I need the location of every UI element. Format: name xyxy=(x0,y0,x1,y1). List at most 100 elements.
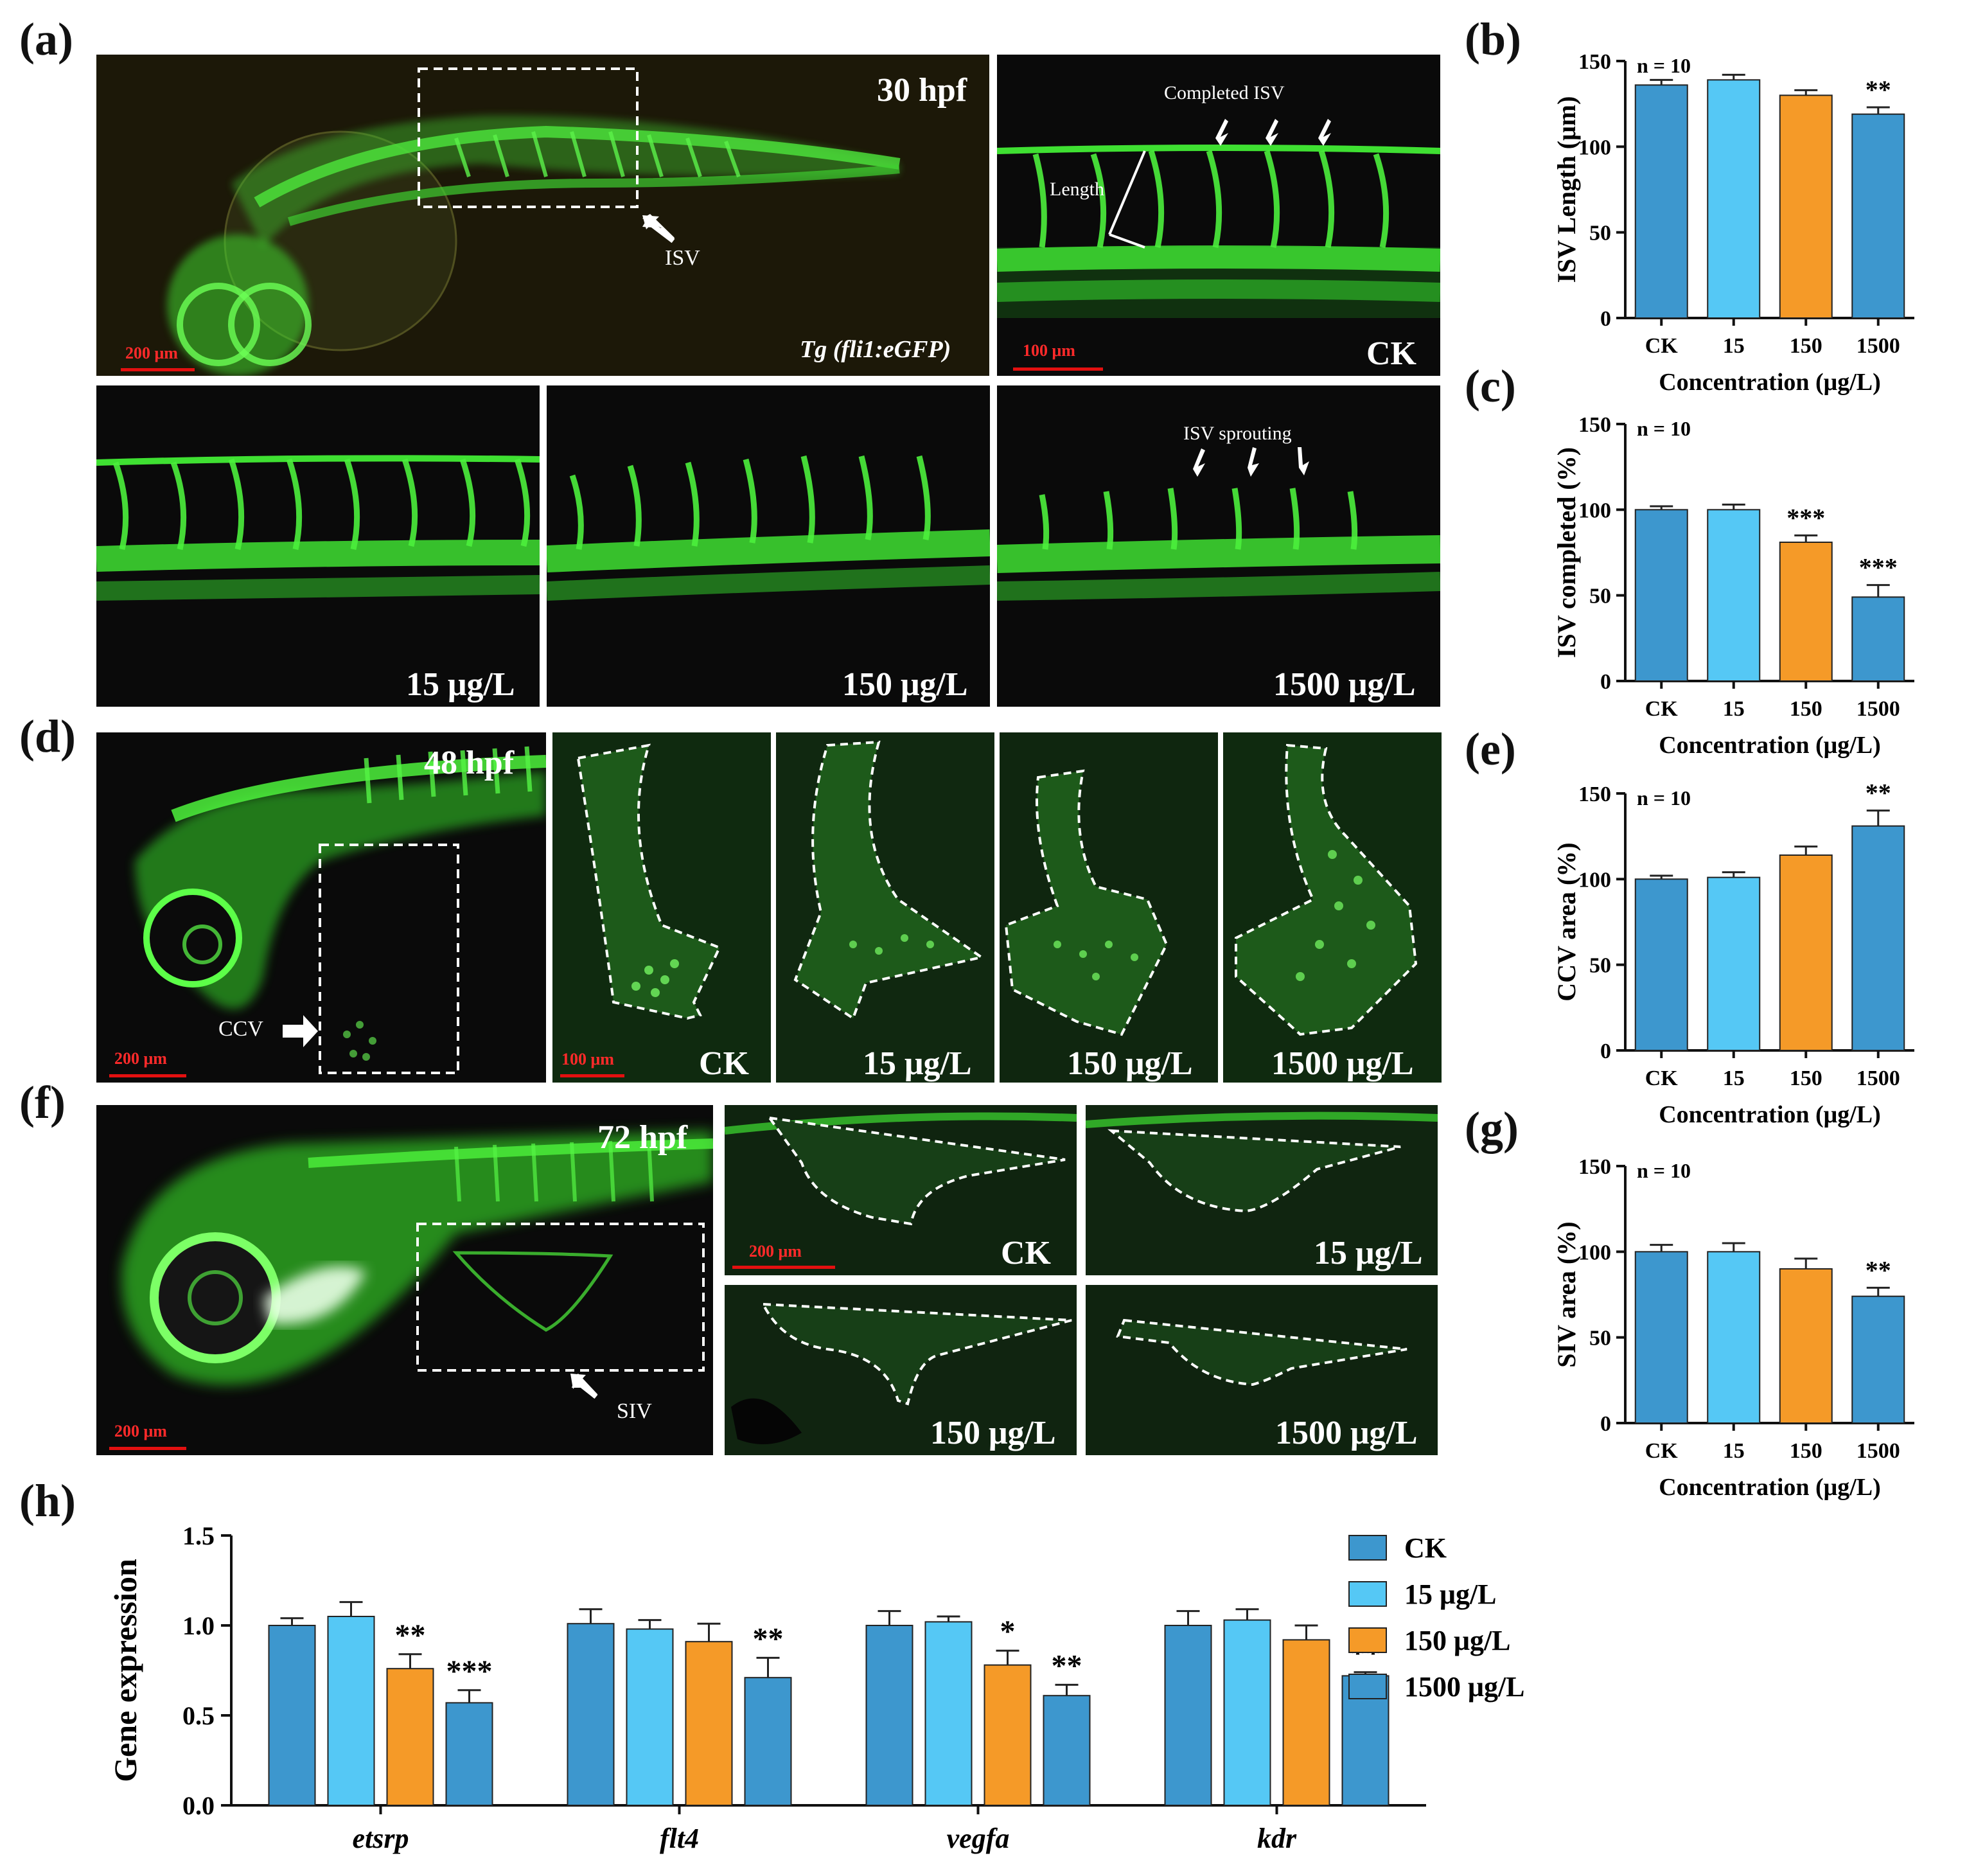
scale-bar-label: 200 μm xyxy=(114,1422,167,1440)
significance-mark: ** xyxy=(1052,1649,1082,1683)
micrograph-72hpf-embryo: 72 hpf SIV 200 μm xyxy=(96,1105,713,1455)
legend-label: 15 μg/L xyxy=(1404,1579,1497,1610)
x-axis-label: Concentration (μg/L) xyxy=(1659,732,1881,759)
y-tick-label: 0 xyxy=(1600,307,1611,331)
scale-bar-label: 200 μm xyxy=(749,1242,802,1261)
group-label-15: 15 μg/L xyxy=(863,1045,972,1082)
micrograph-15-isv: 15 μg/L xyxy=(96,385,540,707)
sample-size: n = 10 xyxy=(1637,1159,1691,1182)
y-tick-label: 50 xyxy=(1589,954,1611,978)
group-label-15: 15 μg/L xyxy=(406,666,515,703)
significance-mark: *** xyxy=(446,1654,493,1688)
y-axis-label: SIV area (%) xyxy=(1552,1221,1581,1367)
y-tick-label: 0.5 xyxy=(182,1701,215,1730)
group-label-150: 150 μg/L xyxy=(1067,1045,1193,1082)
legend-swatch xyxy=(1348,1674,1387,1699)
bar-flt4-s0 xyxy=(567,1623,615,1806)
panel-label-h: (h) xyxy=(19,1475,76,1526)
transgenic-label: Tg (fli1:eGFP) xyxy=(800,336,951,363)
scale-bar xyxy=(121,368,195,371)
x-tick-label: 15 xyxy=(1723,1066,1745,1090)
panel-label-b: (b) xyxy=(1465,13,1521,65)
chart-isv-completed: 0 50 100 150 CK 15 150 *** 1500 *** n = 10 Concentr… xyxy=(1529,411,1972,771)
micrograph-150-isv: 150 μg/L xyxy=(547,385,990,707)
y-tick-label: 150 xyxy=(1578,50,1611,74)
panel-label-c: (c) xyxy=(1465,360,1516,412)
y-tick-label: 0 xyxy=(1600,670,1611,694)
bar-kdr-s2 xyxy=(1282,1639,1330,1806)
y-tick-label: 100 xyxy=(1578,868,1611,892)
chart-siv-area: 0 50 100 150 CK 15 150 1500 ** n = 10 Concentratio… xyxy=(1529,1153,1972,1513)
y-tick-label: 50 xyxy=(1589,1327,1611,1350)
y-tick-label: 0.0 xyxy=(182,1791,215,1820)
chart-gene-expression: 0.0 0.5 1.0 1.5 ** *** etsrp ** flt4 * ** vegfa ** kd… xyxy=(96,1516,1574,1863)
bar-15 xyxy=(1707,876,1761,1052)
bar-1500 xyxy=(1851,825,1905,1052)
chart-ccv-area: 0 50 100 150 CK 15 150 1500 ** n = 10 Concentratio… xyxy=(1529,779,1972,1140)
sample-size: n = 10 xyxy=(1637,54,1691,77)
group-label-15: 15 μg/L xyxy=(1314,1235,1423,1271)
isv-sprouting-label: ISV sprouting xyxy=(1183,423,1292,444)
y-tick-label: 100 xyxy=(1578,499,1611,522)
panel-label-f: (f) xyxy=(19,1077,66,1128)
panel-label-d: (d) xyxy=(19,711,76,762)
legend-label: 1500 μg/L xyxy=(1404,1671,1525,1703)
scale-bar xyxy=(560,1074,624,1077)
bar-vegfa-s3 xyxy=(1043,1695,1091,1807)
stage-label-72hpf: 72 hpf xyxy=(597,1119,688,1156)
micrograph-ck-isv-zoom: Completed ISV Length CK 100 μm xyxy=(997,55,1440,376)
x-tick-label: CK xyxy=(1645,334,1679,358)
bar-15 xyxy=(1707,1251,1761,1424)
y-axis-label: Gene expression xyxy=(107,1559,143,1782)
scale-bar-label: 200 μm xyxy=(125,344,178,362)
micrograph-ccv-15: 15 μg/L xyxy=(776,732,994,1083)
y-tick-label: 100 xyxy=(1578,1241,1611,1264)
significance-mark: *** xyxy=(1859,553,1898,582)
x-tick-label: 150 xyxy=(1790,697,1822,721)
x-tick-label: CK xyxy=(1645,697,1679,721)
group-label-ck: CK xyxy=(1366,335,1416,372)
group-label-1500: 1500 μg/L xyxy=(1273,666,1416,703)
bar-vegfa-s0 xyxy=(865,1625,913,1806)
micrograph-siv-150: 150 μg/L xyxy=(725,1285,1077,1455)
y-tick-label: 0 xyxy=(1600,1412,1611,1436)
bar-kdr-s0 xyxy=(1164,1625,1212,1806)
stage-label-48hpf: 48 hpf xyxy=(424,745,515,781)
micrograph-ccv-1500: 1500 μg/L xyxy=(1223,732,1442,1083)
legend-swatch xyxy=(1348,1535,1387,1561)
bar-1500 xyxy=(1851,113,1905,319)
group-label-1500: 1500 μg/L xyxy=(1275,1415,1418,1451)
y-tick-label: 50 xyxy=(1589,585,1611,608)
legend-label: CK xyxy=(1404,1532,1447,1564)
x-tick-label: etsrp xyxy=(353,1823,409,1854)
x-axis-label: Concentration (μg/L) xyxy=(1659,1101,1881,1128)
bar-vegfa-s1 xyxy=(924,1621,973,1806)
y-tick-label: 50 xyxy=(1589,222,1611,245)
scale-bar-label: 100 μm xyxy=(1023,341,1075,360)
chart-isv-length: 0 50 100 150 CK 15 150 1500 ** n = 10 Concentratio… xyxy=(1529,48,1972,408)
panel-label-g: (g) xyxy=(1465,1102,1519,1154)
micrograph-48hpf-embryo: 48 hpf CCV 200 μm xyxy=(96,732,546,1083)
x-tick-label: 1500 xyxy=(1857,1066,1900,1090)
siv-label: SIV xyxy=(617,1399,652,1423)
bar-150 xyxy=(1779,854,1833,1051)
bar-vegfa-s2 xyxy=(984,1664,1032,1806)
y-axis-label: CCV area (%) xyxy=(1552,842,1581,1001)
y-axis-label: ISV completed (%) xyxy=(1552,447,1581,658)
legend-swatch xyxy=(1348,1581,1387,1607)
scale-bar xyxy=(109,1447,186,1450)
significance-mark: ** xyxy=(753,1622,784,1656)
isv-label: ISV xyxy=(665,246,700,270)
micrograph-siv-ck: CK 200 μm xyxy=(725,1105,1077,1275)
scale-bar-label: 100 μm xyxy=(561,1050,614,1068)
bar-1500 xyxy=(1851,596,1905,682)
y-tick-label: 1.0 xyxy=(182,1611,215,1640)
stage-label-30hpf: 30 hpf xyxy=(877,72,967,109)
micrograph-1500-isv: ISV sprouting 1500 μg/L xyxy=(997,385,1440,707)
x-tick-label: 15 xyxy=(1723,334,1745,358)
bar-1500 xyxy=(1851,1295,1905,1424)
micrograph-ccv-150: 150 μg/L xyxy=(1000,732,1218,1083)
x-tick-label: CK xyxy=(1645,1439,1679,1463)
x-tick-label: vegfa xyxy=(947,1823,1010,1854)
bar-CK xyxy=(1634,1251,1688,1424)
